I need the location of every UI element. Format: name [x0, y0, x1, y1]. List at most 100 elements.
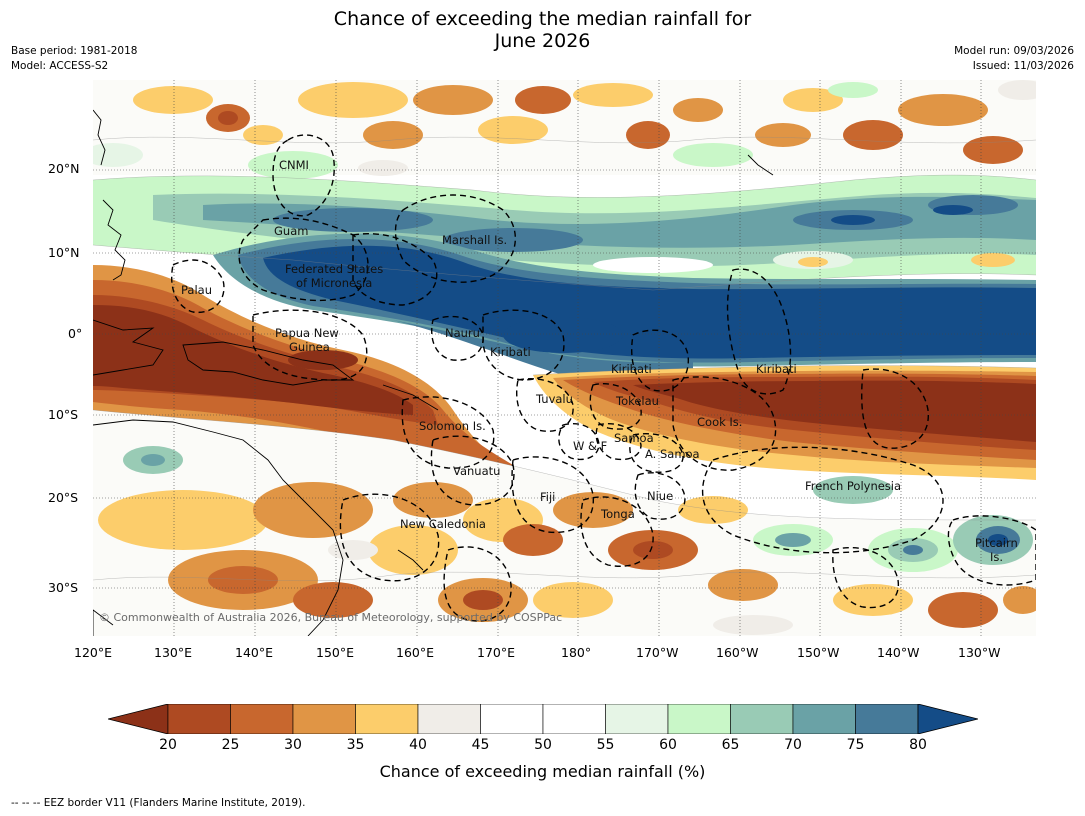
lon-label-150e: 150°E	[316, 645, 355, 660]
label-new-caledonia: New Caledonia	[400, 517, 486, 531]
colorbar-bin	[792, 703, 856, 735]
lat-label-30s: 30°S	[48, 580, 79, 595]
label-tokelau: Tokelau	[615, 394, 659, 408]
eez-kiribati-central	[631, 329, 689, 392]
lat-label-10n: 10°N	[48, 245, 80, 260]
colorbar-bin	[230, 703, 294, 735]
eez-wallis-futuna	[558, 423, 600, 461]
field-north	[93, 80, 1036, 179]
issued-date: Issued: 11/03/2026	[972, 60, 1074, 72]
lat-label-0: 0°	[68, 326, 83, 341]
coast-new-caledonia	[397, 549, 424, 571]
eez-pitcairn	[947, 515, 1036, 586]
colorbar-tick-label: 35	[346, 737, 365, 753]
colorbar-bin	[355, 703, 419, 735]
label-guam: Guam	[274, 224, 308, 238]
colorbar-bin	[167, 703, 231, 735]
colorbar-bin	[542, 703, 606, 735]
eez-palau	[171, 259, 225, 314]
rainfall-map[interactable]: CNMI Guam Marshall Is. Federated States …	[93, 80, 1036, 636]
colorbar-title: Chance of exceeding median rainfall (%)	[379, 762, 706, 781]
label-tonga: Tonga	[600, 507, 635, 521]
colorbar-under-triangle	[107, 703, 169, 735]
label-samoa: Samoa	[614, 431, 654, 445]
lon-label-170e: 170°E	[477, 645, 516, 660]
coast-hawaii	[747, 154, 774, 176]
label-solomon: Solomon Is.	[419, 419, 486, 433]
label-kiribati-central: Kiribati	[611, 362, 652, 376]
colorbar-tick-label: 50	[534, 737, 552, 753]
label-niue: Niue	[647, 489, 673, 503]
colorbar-bin	[292, 703, 356, 735]
eez-vanuatu	[430, 435, 515, 506]
lon-label-160w: 160°W	[716, 645, 759, 660]
eez-footnote: -- -- -- EEZ border V11 (Flanders Marine…	[11, 797, 306, 809]
map-svg: CNMI Guam Marshall Is. Federated States …	[93, 80, 1036, 636]
lon-label-140e: 140°E	[235, 645, 274, 660]
eez-norfolk	[443, 546, 512, 622]
eez-marshall	[394, 194, 517, 283]
eez-new-caledonia	[339, 493, 440, 582]
eez-borders	[171, 134, 1036, 622]
eez-tuvalu	[516, 378, 574, 432]
colorbar-svg	[107, 703, 979, 735]
colorbar-tick-label: 65	[721, 737, 740, 753]
meta-left: Base period: 1981-2018 Model: ACCESS-S2	[11, 44, 137, 74]
eez-austral	[832, 546, 899, 609]
eez-fiji	[511, 456, 594, 534]
label-pitcairn-line1: Pitcairn	[975, 536, 1018, 550]
title-line-2: June 2026	[494, 30, 591, 52]
lat-label-20n: 20°N	[48, 161, 80, 176]
eez-cnmi	[272, 134, 335, 217]
colorbar-bin	[480, 703, 544, 735]
field-south-mixed	[93, 410, 1036, 636]
colorbar-tick-label: 75	[846, 737, 865, 753]
lon-label-170w: 170°W	[636, 645, 679, 660]
lat-label-20s: 20°S	[48, 490, 79, 505]
eez-solomons	[401, 396, 495, 469]
colorbar-tick-label: 20	[159, 737, 177, 753]
title-line-1: Chance of exceeding the median rainfall …	[333, 8, 752, 30]
colorbar-tick-label: 70	[784, 737, 802, 753]
label-cook: Cook Is.	[697, 415, 742, 429]
colorbar	[107, 703, 979, 738]
lon-label-130w: 130°W	[958, 645, 1001, 660]
contour-lines	[93, 136, 1036, 581]
label-tuvalu: Tuvalu	[535, 392, 573, 406]
colorbar-bin	[855, 703, 919, 735]
eez-fsm-east	[352, 233, 438, 306]
colorbar-tick-label: 60	[659, 737, 677, 753]
coast-asia	[93, 109, 106, 166]
colorbar-tick-label: 80	[909, 737, 927, 753]
lon-label-150w: 150°W	[797, 645, 840, 660]
model-name: Model: ACCESS-S2	[11, 60, 109, 72]
eez-tonga	[580, 496, 654, 567]
label-vanuatu: Vanuatu	[453, 464, 500, 478]
colorbar-tick-label: 45	[471, 737, 490, 753]
graticule	[93, 80, 1036, 636]
copyright-text: © Commonwealth of Australia 2026, Bureau…	[99, 611, 562, 624]
eez-american-samoa	[629, 433, 684, 473]
coast-australia-south	[93, 609, 114, 636]
label-french-polynesia: French Polynesia	[805, 479, 901, 493]
eez-nauru	[431, 315, 484, 361]
eez-french-polynesia	[701, 446, 944, 554]
label-american-samoa: A. Samoa	[645, 447, 700, 461]
coast-philippines	[102, 199, 126, 281]
coast-australia	[93, 419, 344, 636]
label-palau: Palau	[181, 283, 212, 297]
lon-label-160e: 160°E	[396, 645, 435, 660]
label-png-line2: Guinea	[289, 340, 330, 354]
field-equator-wet	[213, 233, 1036, 381]
label-cnmi: CNMI	[279, 158, 309, 172]
eez-png	[252, 309, 368, 381]
coast-solomons	[382, 384, 439, 411]
label-wallis-futuna: W & F	[573, 439, 607, 453]
label-pitcairn-line2: Is.	[990, 550, 1003, 564]
base-period: Base period: 1981-2018	[11, 45, 138, 57]
field-north-wet	[93, 175, 1036, 290]
lon-label-130e: 130°E	[154, 645, 193, 660]
lon-label-180: 180°	[561, 645, 592, 660]
colorbar-bin	[667, 703, 731, 735]
colorbar-tick-label: 55	[596, 737, 615, 753]
